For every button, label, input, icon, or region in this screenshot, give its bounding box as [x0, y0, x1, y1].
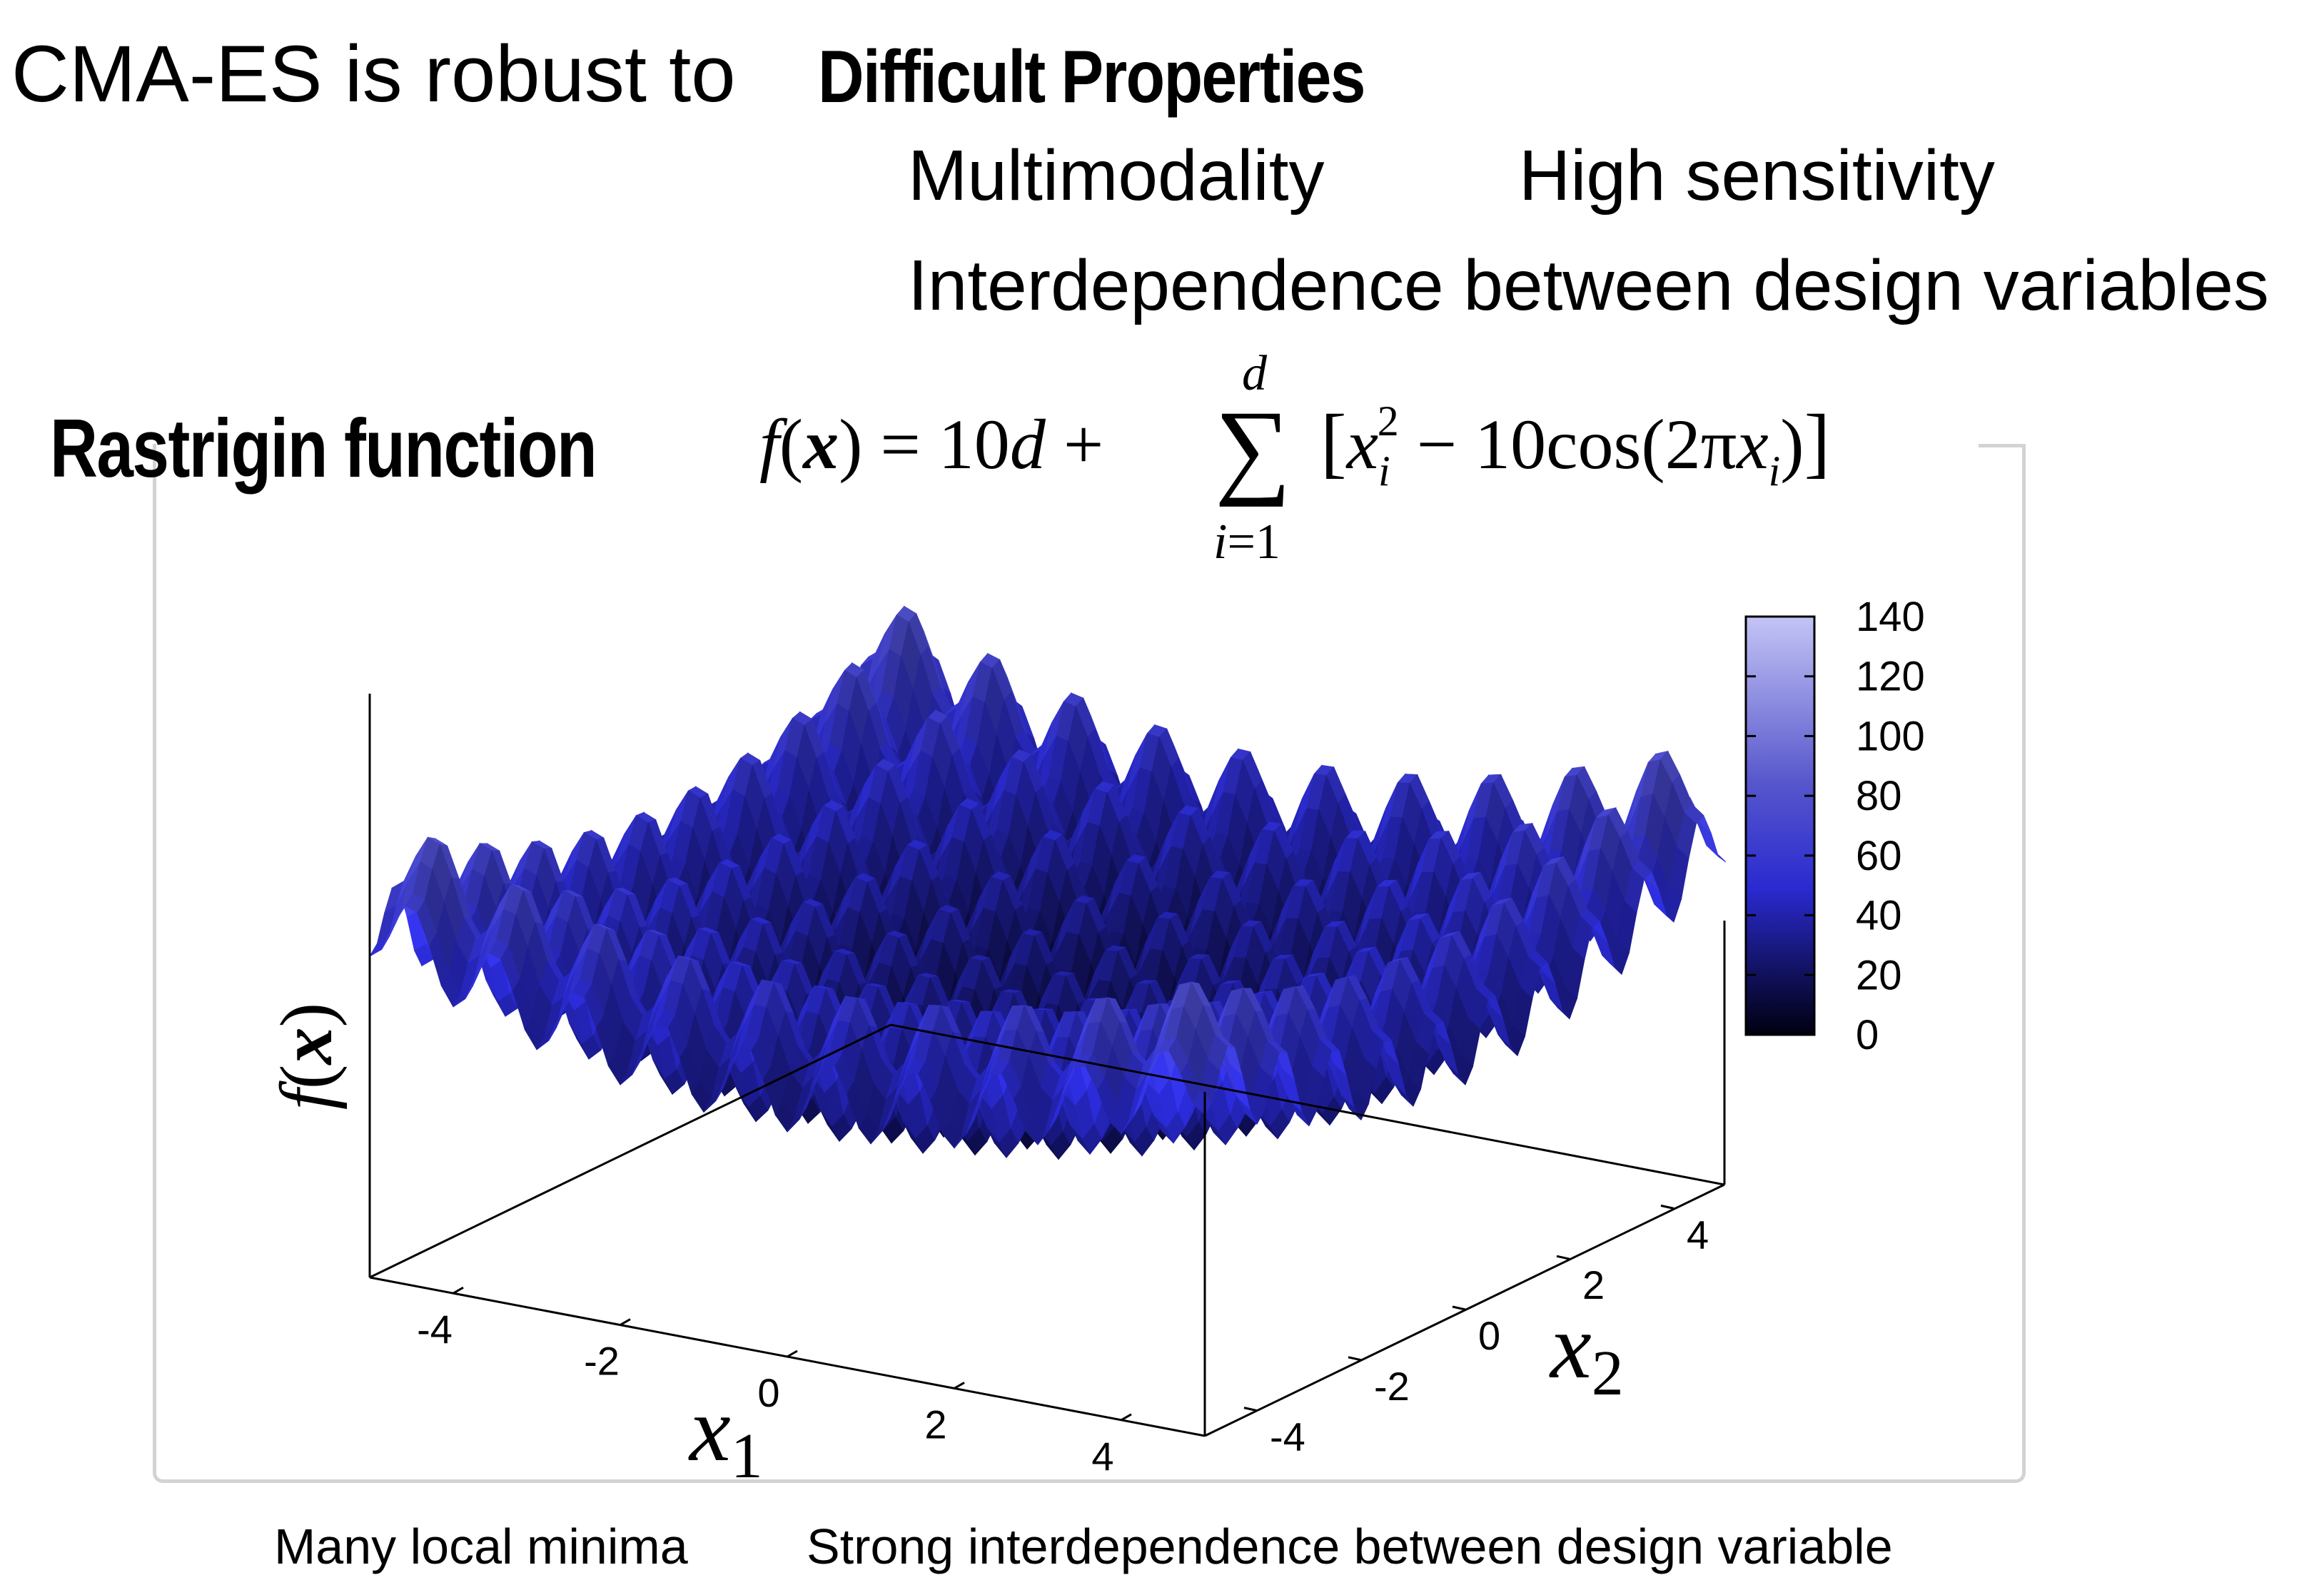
- colorbar-tick-label: 20: [1856, 952, 1902, 998]
- x1-tick-label: -4: [417, 1307, 453, 1352]
- colorbar-ticks: [1746, 615, 1814, 1036]
- colorbar-tick-label: 140: [1856, 594, 1925, 640]
- caption-many-local-minima: Many local minima: [274, 1519, 688, 1574]
- function-name-label: Rastrigin function: [50, 402, 597, 495]
- colorbar: [1744, 615, 1816, 1036]
- plot-panel-frame: [153, 444, 2026, 1483]
- x1-axis-label: x1: [688, 1378, 763, 1492]
- x2-tick: [1348, 1356, 1362, 1362]
- x1-tick-label: 0: [757, 1370, 779, 1415]
- x2-tick: [1660, 1204, 1674, 1210]
- x2-axis-label: x2: [1549, 1295, 1624, 1409]
- colorbar-tick-label: 40: [1856, 893, 1902, 939]
- back-axis-left: [369, 1023, 891, 1279]
- surface-mesh: [368, 605, 1727, 1160]
- surface-facet: [1192, 1090, 1213, 1115]
- x1-tick: [1121, 1413, 1132, 1422]
- formula-term: [xi2 − 10cos(2πxi)]: [1320, 398, 1830, 495]
- property-high-sensitivity: High sensitivity: [1519, 136, 1995, 216]
- sum-upper-limit: d: [1242, 346, 1268, 401]
- colorbar-tick-label: 0: [1856, 1012, 1879, 1058]
- x2-tick-label: -4: [1270, 1414, 1305, 1459]
- caption-strong-interdependence: Strong interdependence between design va…: [807, 1519, 1893, 1574]
- back-axis-right: [890, 1023, 1725, 1186]
- x2-tick: [1556, 1255, 1570, 1260]
- sum-symbol: ∑: [1215, 389, 1291, 507]
- x2-tick-label: 2: [1582, 1262, 1605, 1307]
- x1-tick: [620, 1318, 631, 1326]
- x1-tick-label: 4: [1091, 1434, 1113, 1479]
- colorbar-tick-label: 80: [1856, 773, 1902, 819]
- property-interdependence: Interdependence between design variables: [908, 245, 2269, 325]
- x1-tick: [453, 1286, 464, 1295]
- x2-tick-label: -2: [1374, 1364, 1410, 1409]
- z-axis-label: f(x): [266, 1003, 348, 1110]
- heading-lead: CMA-ES is robust to: [11, 29, 736, 118]
- colorbar-tick-labels: 140 120 100 80 60 40 20 0: [1856, 594, 1925, 1058]
- heading-emphasis: Difficult Properties: [818, 36, 1365, 118]
- x2-tick-label: 4: [1687, 1212, 1709, 1257]
- rastrigin-formula: f(x) = 10d + ∑ d i=1 [xi2 − 10cos(2πxi)]: [759, 346, 1830, 569]
- x1-tick: [954, 1382, 965, 1389]
- colorbar-tick-label: 120: [1856, 654, 1925, 700]
- property-multimodality: Multimodality: [908, 136, 1325, 216]
- x1-tick: [787, 1350, 798, 1358]
- x1-tick-label: -2: [584, 1339, 620, 1384]
- colorbar-tick-label: 100: [1856, 713, 1925, 759]
- colorbar-tick-label: 60: [1856, 833, 1902, 879]
- x2-tick: [1452, 1305, 1466, 1311]
- sum-lower-limit: i=1: [1213, 515, 1280, 569]
- x2-tick: [1243, 1407, 1258, 1412]
- x2-tick-label: 0: [1478, 1313, 1500, 1358]
- formula-lhs: f(x) = 10d +: [759, 405, 1103, 484]
- x1-tick-label: 2: [924, 1402, 946, 1447]
- plot-panel-frame-corner: [1979, 444, 2026, 447]
